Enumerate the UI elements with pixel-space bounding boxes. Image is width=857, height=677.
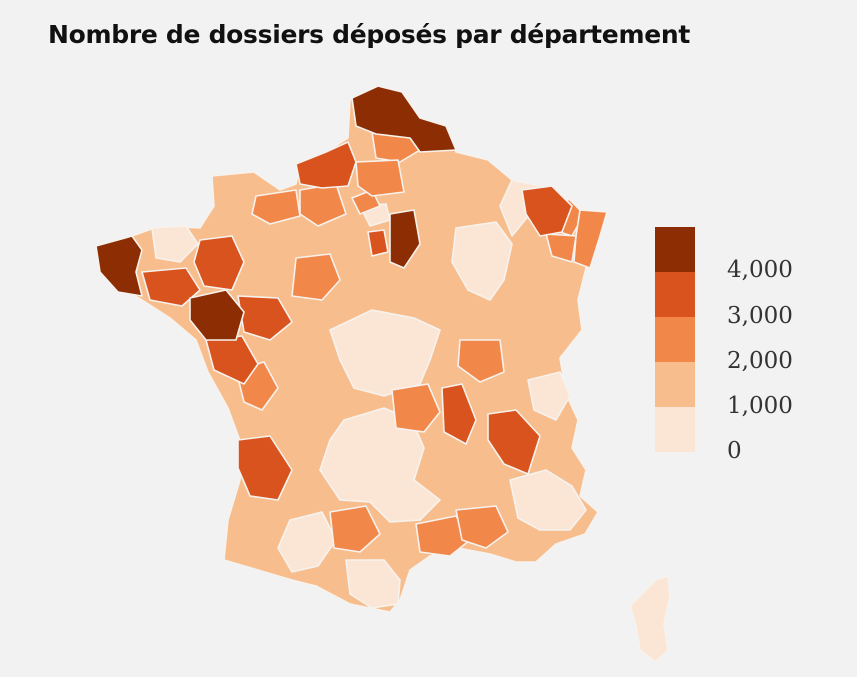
- legend-swatch-0: [655, 407, 695, 452]
- department-tarn-mid: [329, 505, 381, 553]
- department-isere: [487, 409, 541, 475]
- department-normandie-coast: [295, 141, 357, 189]
- department-puy-de-dome: [391, 383, 441, 433]
- department-finistere: [95, 235, 143, 297]
- department-corse: [629, 575, 671, 663]
- department-pyrenees-light-2: [345, 559, 401, 609]
- department-calvados-mid: [251, 189, 301, 225]
- map-title: Nombre de dossiers déposés par départeme…: [48, 20, 691, 49]
- department-vosges-mid: [545, 233, 577, 263]
- legend-label-4000: 4,000: [727, 257, 793, 283]
- legend-label-0: 0: [727, 438, 742, 464]
- department-pyrenees-light-1: [277, 511, 337, 573]
- legend-swatch-4000: [655, 227, 695, 272]
- department-cotes-light: [151, 225, 199, 263]
- department-central-light-1: [329, 309, 441, 397]
- legend-label-1000: 1,000: [727, 393, 793, 419]
- department-seine-et-marne: [389, 209, 421, 269]
- department-provence-light: [509, 469, 587, 531]
- department-gard: [455, 505, 509, 549]
- legend-swatch-2000: [655, 317, 695, 362]
- department-herault-mid: [415, 515, 471, 557]
- department-ille-et-vilaine: [193, 235, 245, 291]
- department-ain: [457, 339, 505, 383]
- department-val-de-marne: [367, 229, 389, 257]
- legend-label-2000: 2,000: [727, 348, 793, 374]
- corsica-layer: [629, 575, 671, 663]
- legend-swatch-3000: [655, 272, 695, 317]
- legend-label-3000: 3,000: [727, 303, 793, 329]
- department-alsace-mid: [573, 209, 608, 269]
- department-mayenne-sarthe: [189, 289, 245, 341]
- department-rhone: [441, 383, 477, 445]
- department-orne-mid: [291, 253, 341, 301]
- department-maine-et-loire: [237, 295, 293, 341]
- department-moselle: [521, 185, 573, 237]
- department-east-light-1: [451, 221, 513, 301]
- legend-swatch-1000: [655, 362, 695, 407]
- department-oise-mid: [355, 159, 405, 197]
- department-gironde: [237, 435, 293, 501]
- department-nord-pas-de-calais: [351, 85, 457, 153]
- department-alps-light-1: [527, 371, 571, 421]
- departments-layer: [95, 85, 608, 609]
